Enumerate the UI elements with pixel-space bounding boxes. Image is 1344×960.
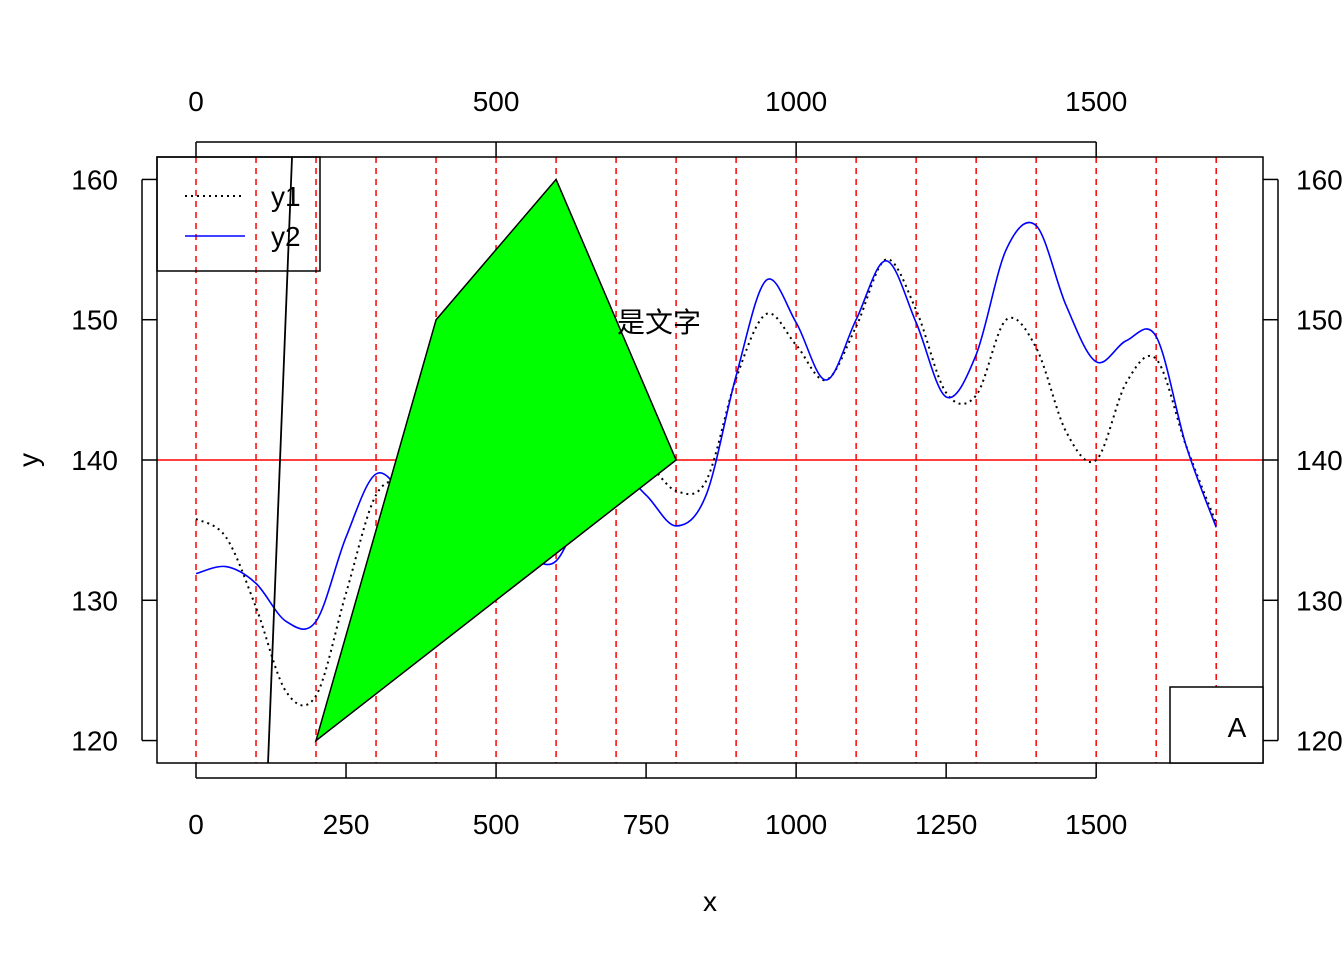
polygon-layer: [314, 177, 678, 743]
x-tick-label-bottom: 750: [623, 809, 670, 840]
y-tick-label-left: 150: [71, 305, 118, 336]
x-tick-label-top: 0: [188, 86, 204, 117]
segment-line: [267, 156, 293, 764]
y-tick-label-right: 150: [1296, 305, 1343, 336]
x-tick-label-bottom: 1500: [1065, 809, 1127, 840]
y-axis-title: y: [13, 453, 44, 467]
axes: 0 250 500 750 1000 1250 1500 0 500 1000 1500 120 130…: [71, 86, 1342, 840]
y-tick-label-left: 160: [71, 164, 118, 195]
legend-label-y2: y2: [271, 221, 301, 252]
annotation-text: 是文字: [617, 306, 701, 339]
series-line-y2: [195, 221, 1217, 630]
x-tick-label-bottom: 500: [473, 809, 520, 840]
x-tick-label-top: 1000: [765, 86, 827, 117]
y-tick-label-left: 130: [71, 585, 118, 616]
x-tick-label-bottom: 1000: [765, 809, 827, 840]
y-tick-label-left: 140: [71, 445, 118, 476]
x-tick-label-bottom: 250: [323, 809, 370, 840]
x-axis-title: x: [703, 886, 717, 917]
y-tick-label-right: 140: [1296, 445, 1343, 476]
data-series: [195, 221, 1218, 707]
legend-box: [156, 156, 321, 272]
x-tick-label-top: 500: [473, 86, 520, 117]
series-line-y1: [195, 258, 1218, 707]
corner-box: A: [1169, 686, 1264, 764]
polygon: [314, 177, 678, 743]
corner-box-label: A: [1228, 712, 1247, 743]
y-tick-label-right: 160: [1296, 164, 1343, 195]
x-tick-label-bottom: 0: [188, 809, 204, 840]
y-tick-label-right: 130: [1296, 585, 1343, 616]
x-tick-label-bottom: 1250: [915, 809, 977, 840]
x-tick-label-top: 1500: [1065, 86, 1127, 117]
corner-box-frame: [1169, 686, 1264, 764]
legend-label-y1: y1: [271, 181, 301, 212]
y-tick-label-right: 120: [1296, 726, 1343, 757]
segment-layer: [267, 156, 293, 764]
y-tick-label-left: 120: [71, 726, 118, 757]
